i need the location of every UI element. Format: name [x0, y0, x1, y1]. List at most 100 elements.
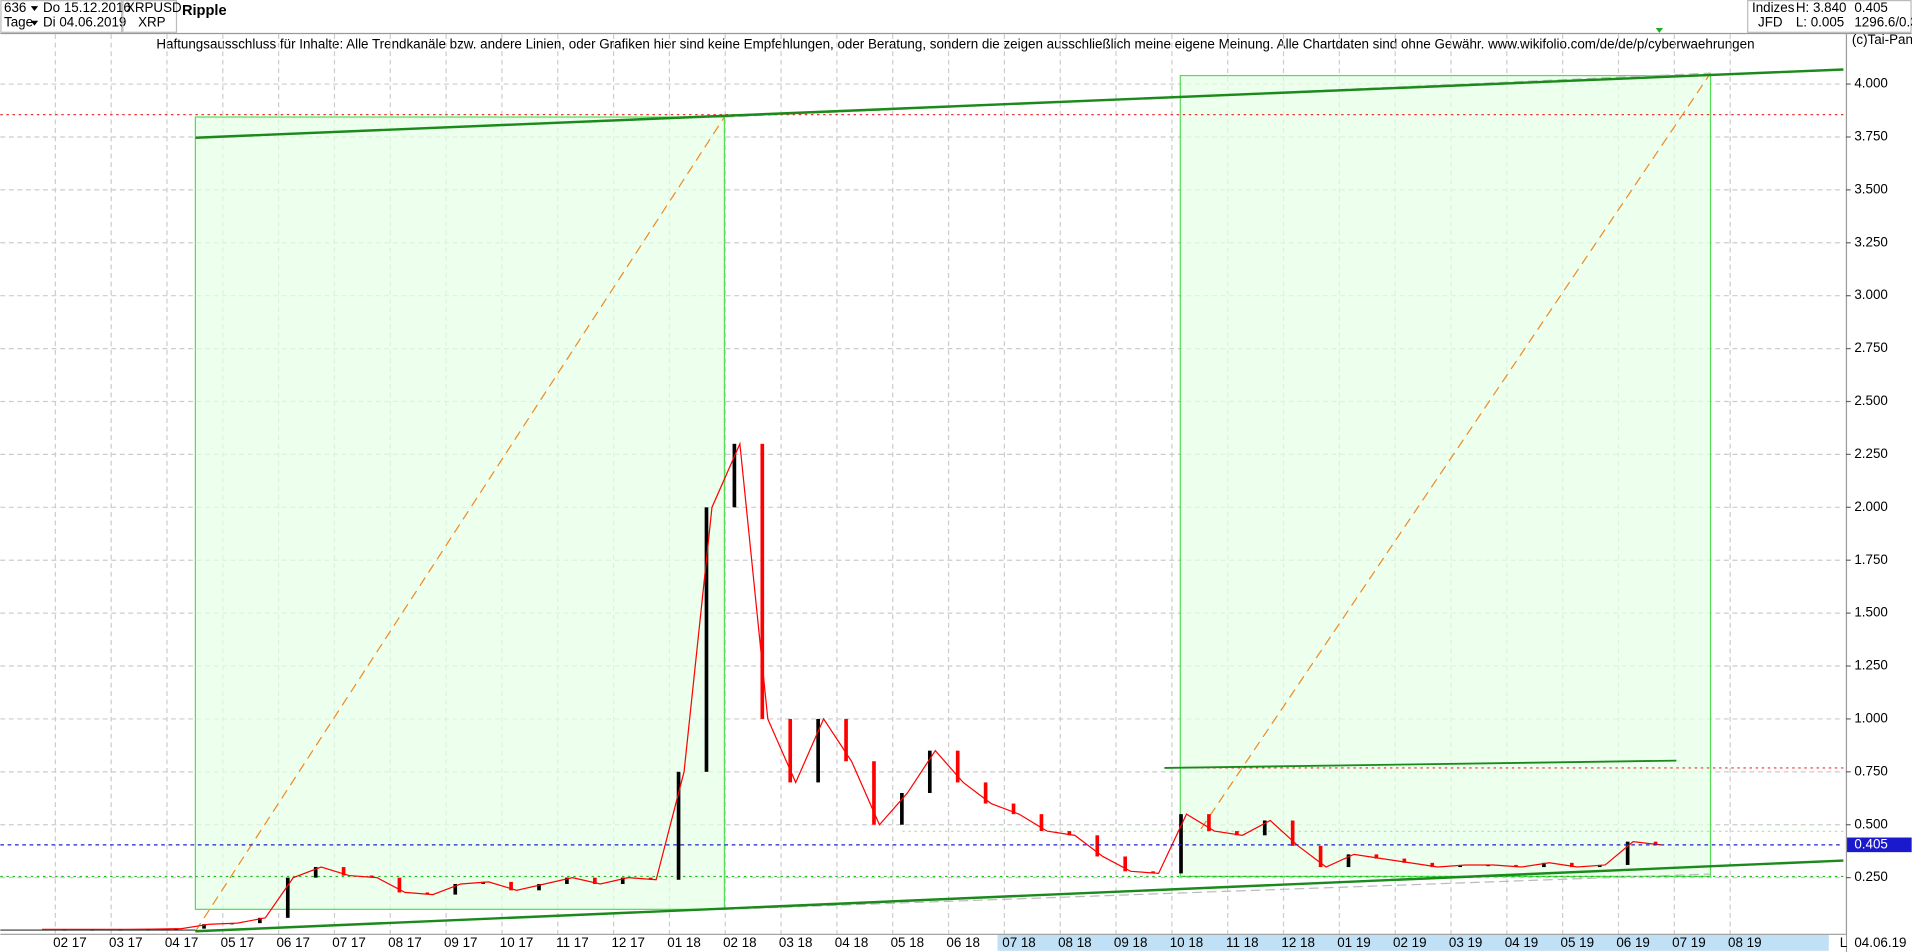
candle — [1290, 820, 1295, 846]
candle — [1123, 856, 1128, 872]
x-tick-label: 05 18 — [891, 935, 925, 950]
candle — [1067, 831, 1072, 836]
x-tick-label: 09 18 — [1114, 935, 1148, 950]
candle — [1179, 814, 1183, 874]
y-tick-label: 0.750 — [1854, 763, 1888, 778]
x-tick-label: 09 17 — [444, 935, 478, 950]
y-tick-label: 1.500 — [1854, 605, 1888, 620]
price-line — [42, 441, 1662, 930]
x-tick-label: 07 17 — [332, 935, 366, 950]
candle — [1430, 862, 1435, 868]
footer-date: 04.06.19 — [1854, 935, 1906, 950]
x-tick-label: 08 17 — [388, 935, 422, 950]
marker — [1655, 28, 1663, 33]
candle — [1653, 841, 1658, 845]
dropdown-arrow[interactable] — [30, 20, 39, 26]
candle — [537, 883, 541, 891]
high: H: 3.840 — [1796, 0, 1847, 15]
candle — [816, 718, 820, 783]
x-tick-label: 11 18 — [1226, 935, 1259, 950]
dropdown-arrow[interactable] — [30, 6, 39, 11]
x-tick-label: 12 18 — [1281, 935, 1315, 950]
diagonal — [194, 116, 725, 932]
x-tick-label: 04 18 — [835, 935, 869, 950]
name: XRP — [138, 15, 166, 30]
scale-mode[interactable]: L — [1840, 935, 1847, 950]
candle — [285, 877, 290, 918]
drawings — [0, 68, 1844, 933]
candle — [1514, 864, 1518, 868]
candle — [369, 875, 374, 878]
x-axis-highlight — [997, 934, 1829, 951]
candle — [565, 877, 569, 884]
candle — [453, 883, 458, 895]
title: Ripple — [182, 3, 227, 19]
candle — [592, 877, 597, 884]
range-box — [194, 116, 726, 910]
y-tick-label: 4.000 — [1854, 76, 1888, 91]
x-tick-label: 02 17 — [53, 935, 87, 950]
x-tick-label: 07 19 — [1672, 935, 1706, 950]
candle — [509, 881, 513, 891]
candle — [955, 750, 960, 783]
candle — [1039, 814, 1044, 832]
candle — [983, 782, 988, 804]
period[interactable]: Tage — [4, 15, 33, 30]
trend-line — [1164, 759, 1677, 769]
x-tick-label: 08 19 — [1728, 935, 1762, 950]
y-tick-label: 3.750 — [1854, 129, 1888, 144]
diagonal — [1200, 72, 1712, 830]
candle — [927, 750, 932, 793]
candle — [397, 877, 402, 893]
date-from[interactable]: Do 15.12.2016 — [43, 0, 131, 15]
guide-line — [724, 873, 1711, 910]
date-to[interactable]: Di 04.06.2019 — [43, 15, 126, 30]
y-tick-label: 0.500 — [1854, 816, 1888, 831]
candle — [1346, 854, 1351, 868]
y-tick-label: 2.250 — [1854, 446, 1888, 461]
candle — [732, 443, 737, 508]
y-tick-label: 1.250 — [1854, 658, 1888, 673]
x-tick-label: 03 19 — [1449, 935, 1483, 950]
count[interactable]: 636 — [4, 0, 26, 15]
header-box — [122, 0, 178, 33]
last: 0.405 — [1854, 0, 1888, 15]
candle — [676, 771, 681, 880]
price-marks — [0, 441, 1844, 931]
candle — [258, 917, 262, 924]
y-tick-label: 1.750 — [1854, 552, 1888, 567]
candle — [1095, 835, 1100, 857]
x-tick-label: 06 19 — [1616, 935, 1650, 950]
price-tag-label: 0.405 — [1854, 836, 1888, 851]
x-tick-label: 05 19 — [1561, 935, 1595, 950]
x-tick-label: 02 19 — [1393, 935, 1427, 950]
candle — [1542, 862, 1546, 868]
candle — [1011, 803, 1016, 815]
x-tick-label: 02 18 — [723, 935, 757, 950]
x-tick-label: 06 18 — [946, 935, 980, 950]
x-labels: 02 17 03 17 04 17 05 17 06 17 07 17 08 17 09 17… — [53, 935, 1761, 950]
candle — [1458, 864, 1462, 868]
candle — [788, 718, 793, 783]
y-tick-label: 0.250 — [1854, 869, 1888, 884]
candle — [760, 443, 765, 719]
candle — [313, 867, 318, 878]
x-tick-label: 11 17 — [556, 935, 589, 950]
candle — [425, 892, 430, 895]
x-tick-label: 08 18 — [1058, 935, 1092, 950]
candle — [1569, 862, 1574, 868]
candle — [620, 877, 625, 884]
x-tick-label: 07 18 — [1002, 935, 1036, 950]
x-tick-label: 04 19 — [1505, 935, 1539, 950]
y-tick-label: 3.000 — [1854, 287, 1888, 302]
x-tick-label: 10 18 — [1170, 935, 1204, 950]
y-tick-label: 3.500 — [1854, 181, 1888, 196]
candle — [844, 718, 848, 762]
price-tag — [1847, 837, 1912, 853]
candle — [1597, 864, 1602, 868]
low: L: 0.005 — [1796, 15, 1844, 30]
x-tick-label: 03 17 — [109, 935, 143, 950]
exchange: JFD — [1758, 15, 1783, 30]
